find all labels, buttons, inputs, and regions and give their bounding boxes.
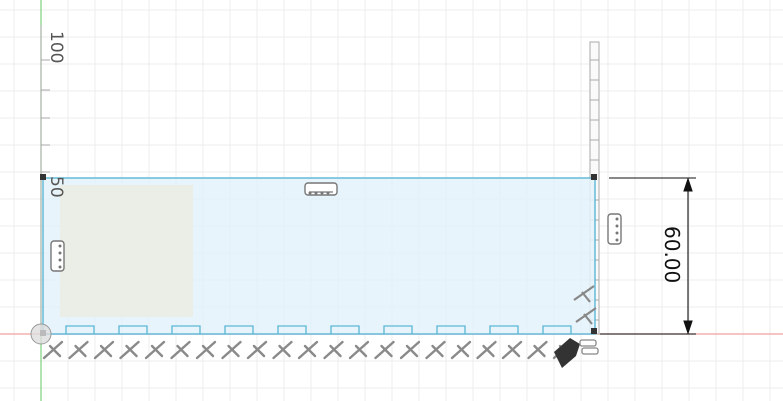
- tab-notch: [330, 325, 360, 334]
- coincident-icon[interactable]: [195, 340, 217, 360]
- fix-constraint-icon[interactable]: [554, 338, 599, 368]
- dimension-value[interactable]: 60.00: [660, 226, 684, 284]
- tab-notch: [489, 325, 519, 334]
- tab-notch: [171, 325, 201, 334]
- coincident-icon[interactable]: [501, 340, 523, 360]
- coincident-icon[interactable]: [297, 340, 319, 360]
- perpendicular-constraint-icon[interactable]: [573, 285, 597, 325]
- coincident-icon[interactable]: [450, 340, 472, 360]
- tab-notch: [118, 325, 148, 334]
- highlight-region: [60, 185, 193, 317]
- coincident-icon[interactable]: [93, 340, 115, 360]
- coincident-icon[interactable]: [476, 340, 497, 360]
- origin-point-icon[interactable]: [30, 323, 52, 345]
- coincident-icon[interactable]: [527, 340, 548, 360]
- horizontal-constraint-icon[interactable]: [304, 182, 338, 196]
- ruler-label-50: 50: [46, 176, 66, 198]
- coincident-icon[interactable]: [221, 340, 242, 360]
- coincident-icon[interactable]: [348, 340, 370, 360]
- coincident-icon[interactable]: [68, 340, 89, 360]
- vertical-constraint-icon-right[interactable]: [607, 213, 622, 245]
- bottom-tab-edge[interactable]: [65, 325, 572, 334]
- coincident-icon[interactable]: [323, 340, 344, 360]
- coincident-icon[interactable]: [144, 340, 166, 360]
- coincident-icon[interactable]: [246, 340, 268, 360]
- tab-notch: [542, 325, 572, 334]
- coincident-icon[interactable]: [374, 340, 395, 360]
- ruler-label-100: 100: [46, 31, 66, 64]
- tab-notch: [224, 325, 254, 334]
- vertical-dimension[interactable]: [600, 177, 696, 335]
- tab-notch: [436, 325, 466, 334]
- coincident-icon[interactable]: [272, 340, 293, 360]
- tab-notch: [277, 325, 307, 334]
- coincident-icon[interactable]: [119, 340, 140, 360]
- tab-notch: [65, 325, 95, 334]
- coincident-icon[interactable]: [425, 340, 446, 360]
- coincident-icon[interactable]: [399, 340, 421, 360]
- coincident-icon[interactable]: [170, 340, 191, 360]
- vertical-constraint-icon-left[interactable]: [50, 240, 65, 272]
- tab-notch: [383, 325, 413, 334]
- coincident-icon[interactable]: [42, 340, 64, 360]
- coincident-constraint-glyphs[interactable]: [42, 340, 574, 360]
